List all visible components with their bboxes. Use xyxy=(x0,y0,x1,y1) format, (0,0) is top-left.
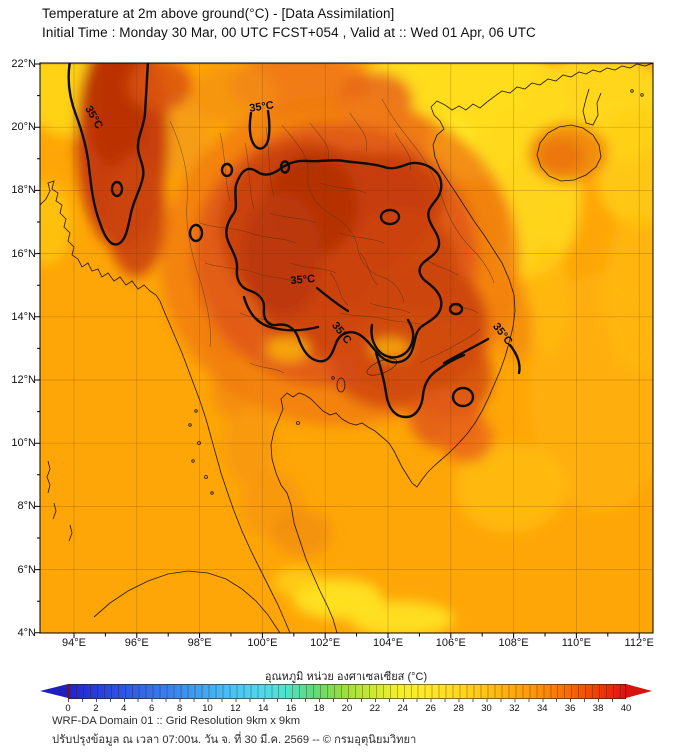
colorbar-tick-label: 40 xyxy=(620,703,632,714)
colorbar-tick-label: 2 xyxy=(93,703,99,714)
coastlines xyxy=(40,63,653,633)
lat-tick-label: 4°N xyxy=(17,627,36,639)
colorbar-tick-label: 0 xyxy=(65,703,71,714)
lon-tick-label: 108°E xyxy=(498,637,529,649)
admin-borders xyxy=(169,98,495,374)
colorbar-tick-label: 8 xyxy=(176,703,183,714)
map-border xyxy=(39,62,654,634)
lat-tick-label: 18°N xyxy=(11,184,36,197)
colorbar-gradient xyxy=(68,684,626,699)
colorbar-tick-label: 38 xyxy=(592,703,604,714)
lat-tick-label: 14°N xyxy=(11,310,36,323)
temperature-map-canvas: 35°C 35°C 35°C 35°C 35°C xyxy=(35,62,654,638)
colorbar-right-arrow xyxy=(626,684,652,698)
temperature-shading xyxy=(40,63,653,633)
colorbar-tick-label: 12 xyxy=(230,703,241,714)
colorbar-tick-label: 10 xyxy=(202,703,213,714)
lon-tick-label: 100°E xyxy=(247,637,278,649)
colorbar-tick-label: 14 xyxy=(258,703,269,714)
lon-tick-label: 106°E xyxy=(435,637,466,649)
colorbar-tick-label: 16 xyxy=(285,703,297,714)
colorbar-tick-label: 4 xyxy=(121,703,127,714)
contour-label-35c: 35°C xyxy=(249,99,275,114)
colorbar-tick-label: 26 xyxy=(425,703,436,714)
lat-tick-label: 10°N xyxy=(11,437,36,450)
lat-tick-label: 20°N xyxy=(11,121,36,133)
colorbar-tick-label: 24 xyxy=(397,703,409,714)
lon-tick-label: 94°E xyxy=(62,637,86,649)
lat-tick-label: 22°N xyxy=(11,58,36,70)
axis-ticks xyxy=(35,63,640,638)
colorbar-tickmarks xyxy=(68,699,626,702)
colorbar-tick-label: 18 xyxy=(313,703,325,714)
lon-tick-label: 98°E xyxy=(187,637,212,649)
colorbar-tick-label: 32 xyxy=(509,703,520,714)
isotherm-35c-contours xyxy=(67,63,521,419)
footer-domain-info: WRF-DA Domain 01 :: Grid Resolution 9km … xyxy=(52,715,301,727)
lat-tick-label: 8°N xyxy=(17,500,36,513)
lat-tick-label: 16°N xyxy=(11,247,36,260)
lon-tick-label: 102°E xyxy=(310,637,341,649)
lon-tick-label: 104°E xyxy=(372,637,404,649)
colorbar-tick-label: 36 xyxy=(564,703,576,714)
lon-tick-label: 96°E xyxy=(124,637,149,649)
page-subtitle: Initial Time : Monday 30 Mar, 00 UTC FCS… xyxy=(42,25,536,40)
colorbar-title: อุณหภูมิ หน่วย องศาเซลเซียส (°C) xyxy=(264,671,428,683)
colorbar-tick-label: 34 xyxy=(537,703,548,714)
page-title: Temperature at 2m above ground(°C) - [Da… xyxy=(42,6,395,21)
colorbar-left-arrow xyxy=(40,684,68,698)
colorbar-tick-label: 20 xyxy=(341,703,353,714)
colorbar-tick-label: 6 xyxy=(149,703,155,714)
lon-tick-label: 112°E xyxy=(624,637,654,649)
colorbar-tick-label: 30 xyxy=(481,703,492,714)
footer-update-info: ปรับปรุงข้อมูล ณ เวลา 07:00น. วัน จ. ที่… xyxy=(52,734,417,746)
lat-tick-label: 12°N xyxy=(11,374,36,386)
contour-label-35c: 35°C xyxy=(290,273,316,287)
lat-tick-label: 6°N xyxy=(17,563,36,576)
colorbar-tick-label: 28 xyxy=(453,703,464,714)
colorbar-tick-label: 22 xyxy=(369,703,381,714)
lon-tick-label: 110°E xyxy=(561,637,592,649)
